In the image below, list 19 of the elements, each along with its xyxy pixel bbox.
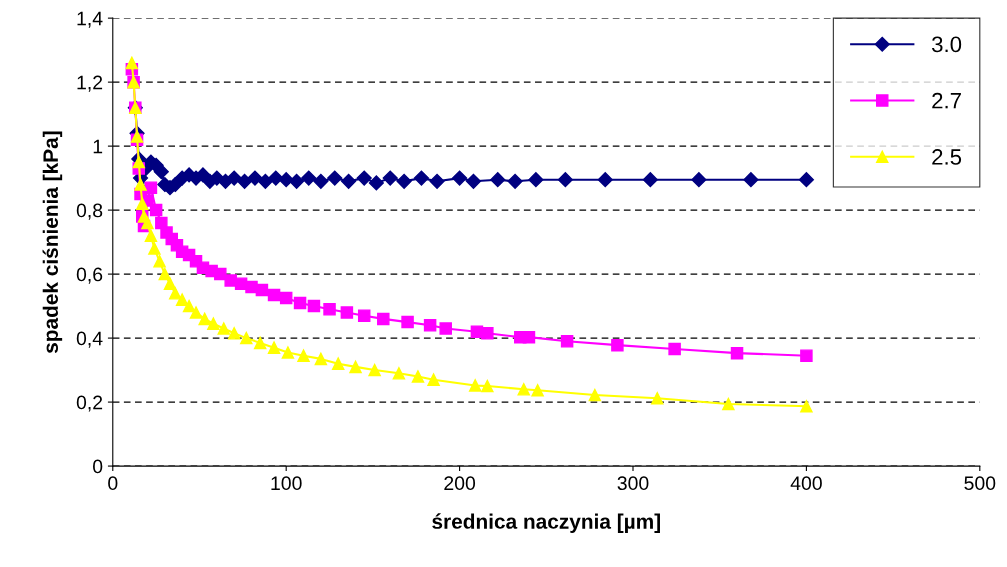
x-tick-label: 300: [617, 476, 649, 491]
x-tick-label: 200: [444, 476, 476, 491]
y-tick-label: 1,2: [77, 75, 103, 92]
x-tick-label: 400: [790, 476, 822, 491]
y-axis-title: spadek ciśnienia [kPa]: [42, 131, 63, 354]
legend-label: 3.0: [931, 36, 962, 53]
y-tick-label: 1,4: [77, 11, 103, 28]
y-tick-label: 0,2: [76, 395, 103, 412]
y-tick-label: 1: [93, 139, 103, 154]
y-tick-label: 0,4: [76, 331, 103, 348]
x-tick-label: 100: [271, 476, 302, 491]
y-tick-label: 0: [93, 459, 103, 474]
y-tick-label: 0,8: [76, 203, 103, 220]
legend-label: 2.7: [932, 92, 961, 109]
y-tick-label: 0,6: [76, 267, 103, 284]
x-tick-label: 500: [964, 476, 996, 491]
legend-label: 2.5: [932, 149, 962, 165]
x-tick-label: 0: [108, 476, 118, 491]
x-axis-title: średnica naczynia [µm]: [432, 513, 660, 533]
